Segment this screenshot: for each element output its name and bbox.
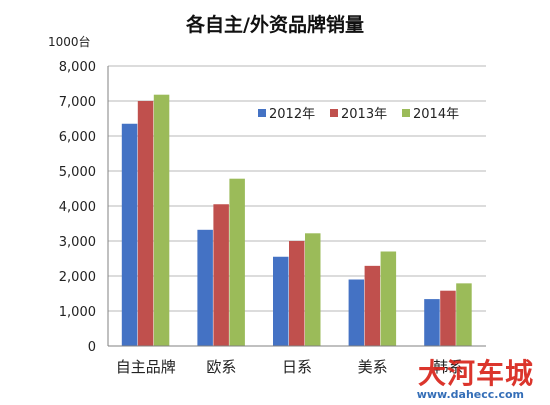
bar [348,279,365,346]
y-tick-label: 3,000 [59,235,96,250]
watermark-logo: 大河车城 [417,357,534,390]
bar [137,101,154,346]
bar [213,204,229,346]
axes [107,66,486,347]
y-tick-label: 7,000 [59,95,96,110]
y-tick-label: 2,000 [59,270,96,285]
bar [229,178,245,346]
legend-swatch [258,109,266,117]
x-tick-label: 美系 [358,358,388,376]
bar [305,233,321,346]
legend-label: 2013年 [341,107,387,122]
bar [197,229,213,346]
bar [364,265,381,346]
x-tick-label: 韩系 [433,358,463,376]
x-tick-label: 日系 [282,358,312,376]
bar [273,256,289,346]
bar [424,299,440,346]
y-axis-unit-label: 1000台 [48,34,91,49]
tick-labels: 0 1,000 2,000 3,000 4,000 5,000 6,000 7,000 8,00… [59,60,463,376]
legend-swatch [402,109,410,117]
chart-title: 各自主/外资品牌销量 [186,14,364,36]
y-tick-label: 1,000 [59,305,96,320]
legend-label: 2012年 [269,107,315,122]
x-tick-label: 自主品牌 [116,358,176,376]
bar [289,241,305,346]
y-tick-label: 6,000 [59,130,96,145]
bar [121,123,138,346]
bars [121,94,472,346]
bar [440,290,456,346]
bar [380,251,397,346]
legend-label: 2014年 [413,107,459,122]
y-tick-label: 5,000 [59,165,96,180]
legend: 2012年 2013年 2014年 [258,107,459,122]
bar [456,283,472,346]
legend-swatch [330,109,338,117]
y-tick-label: 4,000 [59,200,96,215]
y-tick-label: 8,000 [59,60,96,75]
bar [153,94,170,346]
y-tick-label: 0 [88,340,96,355]
watermark-url: www.dahecc.com [416,388,524,401]
x-tick-label: 欧系 [206,358,236,376]
